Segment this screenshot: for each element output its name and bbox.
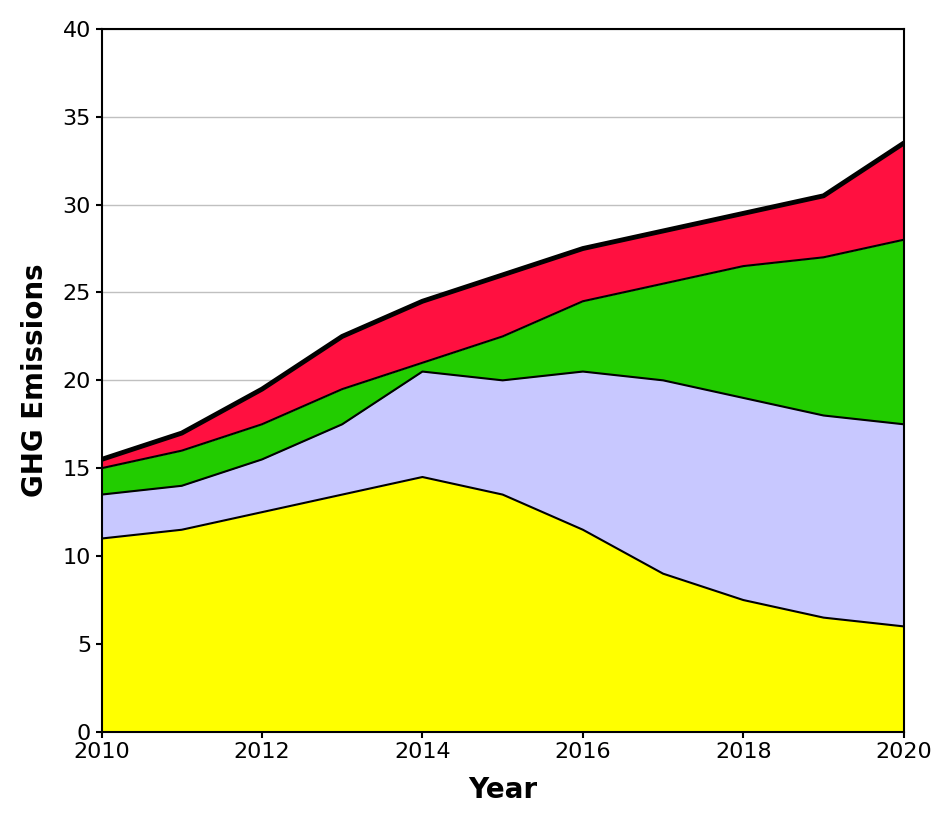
Y-axis label: GHG Emissions: GHG Emissions [21, 263, 49, 497]
X-axis label: Year: Year [467, 776, 537, 804]
